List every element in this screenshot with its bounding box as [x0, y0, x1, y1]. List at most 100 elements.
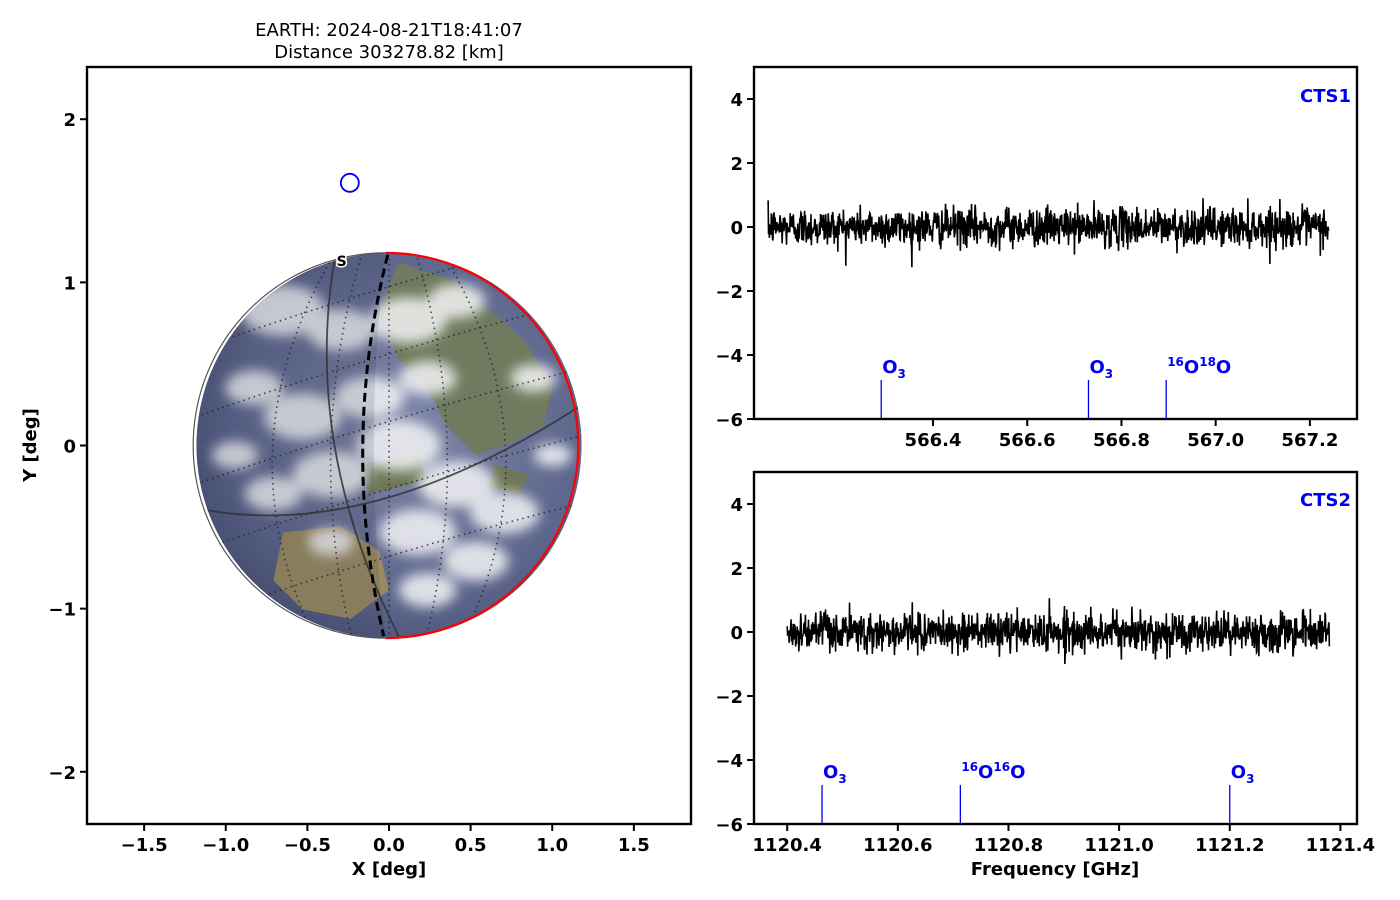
cloud — [335, 376, 405, 419]
x-tick-label: 1121.0 — [1084, 835, 1153, 856]
x-tick-label: 566.4 — [905, 430, 962, 451]
lit-limb — [385, 251, 580, 640]
night-shade — [196, 252, 386, 639]
cloud — [306, 309, 376, 351]
x-tick-label: 0.5 — [455, 835, 487, 856]
cloud — [356, 420, 442, 471]
y-tick-label: 2 — [730, 559, 743, 580]
cloud — [244, 476, 303, 511]
line-marker-label: 16O16O — [961, 760, 1025, 783]
y-tick-label: 0 — [730, 623, 743, 644]
cloud — [510, 364, 557, 392]
spectrum-trace — [767, 198, 1330, 268]
cloud — [308, 527, 355, 556]
x-tick-label: 0.0 — [373, 835, 405, 856]
y-tick-label: 0 — [730, 218, 743, 239]
y-axis-ticks: −2 −1 0 1 2 — [48, 110, 87, 784]
cts1-x-axis-ticks: 566.4 566.6 566.8 567.0 567.2 — [905, 419, 1338, 451]
species-subscript: 3 — [1246, 772, 1254, 786]
x-tick-label: 566.6 — [999, 430, 1056, 451]
x-tick-label: 566.8 — [1093, 430, 1150, 451]
cloud — [263, 393, 341, 440]
species-subscript: 3 — [1105, 367, 1113, 381]
x-tick-label: 1.5 — [618, 835, 650, 856]
y-tick-label: −2 — [715, 282, 743, 303]
cts1-series-line — [767, 198, 1330, 268]
y-tick-label: −2 — [48, 763, 76, 784]
cloud — [292, 451, 370, 498]
x-tick-label: 1.0 — [536, 835, 568, 856]
line-marker-label: 16O18O — [1167, 355, 1231, 378]
x-axis-ticks: −1.5 −1.0 −0.5 0.0 0.5 1.0 1.5 — [121, 824, 650, 856]
x-tick-label: 1121.4 — [1306, 835, 1375, 856]
cloud — [427, 283, 486, 319]
x-tick-label: 567.0 — [1187, 430, 1244, 451]
spectrum-trace — [786, 598, 1331, 665]
species-subscript: 3 — [838, 772, 846, 786]
line-marker-label: O3 — [1089, 357, 1113, 381]
species-main: O — [882, 357, 897, 378]
isotope-superscript: 16 — [993, 760, 1010, 774]
line-marker-label: O3 — [882, 357, 906, 381]
y-tick-label: −4 — [715, 751, 743, 772]
target-marker — [339, 172, 360, 193]
isotope-element: O — [1184, 357, 1199, 378]
earth-disk: S — [192, 251, 582, 640]
cts1-panel-label: CTS1 — [1300, 86, 1351, 107]
species-main: O — [1231, 762, 1246, 783]
chart-subtitle: Distance 303278.82 [km] — [274, 42, 504, 63]
isotope-element: O — [1216, 357, 1231, 378]
islands-east-land — [489, 464, 528, 494]
x-tick-label: 1120.4 — [752, 835, 821, 856]
dark-limb — [192, 252, 386, 639]
earth-surface — [196, 252, 582, 639]
pole-marker-label: S — [337, 254, 347, 270]
cloud — [442, 541, 509, 581]
y-tick-label: −2 — [715, 687, 743, 708]
cloud — [225, 370, 284, 406]
y-tick-label: 4 — [730, 90, 743, 111]
cts2-series-line — [786, 598, 1331, 665]
y-tick-label: −6 — [715, 410, 743, 431]
cts2-x-axis-ticks: 1120.4 1120.6 1120.8 1121.0 1121.2 1121.4 — [752, 824, 1375, 856]
line-marker-label: O3 — [823, 762, 847, 786]
cts2-panel-label: CTS2 — [1300, 490, 1351, 511]
y-tick-label: 1 — [63, 273, 76, 294]
y-axis-label: Y [deg] — [20, 408, 41, 483]
isotope-superscript: 18 — [1199, 355, 1216, 369]
equator-line — [201, 406, 580, 517]
cloud — [379, 509, 457, 556]
cts2-plot-frame — [752, 470, 1359, 826]
isotope-element: O — [978, 762, 993, 783]
isotope-superscript: 16 — [961, 760, 978, 774]
x-tick-label: −1.0 — [202, 835, 249, 856]
line-marker-label: O3 — [1231, 762, 1255, 786]
species-main: O — [823, 762, 838, 783]
graticule — [196, 252, 582, 639]
x-tick-label: −1.5 — [121, 835, 168, 856]
longitude-line — [442, 252, 507, 639]
australia-land — [273, 526, 389, 619]
isotope-superscript: 16 — [1167, 355, 1184, 369]
cloud — [469, 492, 540, 534]
x-tick-label: 567.2 — [1281, 430, 1338, 451]
longitude-line — [271, 252, 336, 639]
y-tick-label: −4 — [715, 346, 743, 367]
y-tick-label: 4 — [730, 495, 743, 516]
cloud — [417, 460, 495, 508]
isotope-element: O — [1010, 762, 1025, 783]
y-tick-label: 2 — [730, 154, 743, 175]
species-main: O — [1089, 357, 1104, 378]
frequency-axis-label: Frequency [GHz] — [971, 859, 1139, 880]
clouds — [211, 283, 572, 608]
x-tick-label: −0.5 — [284, 835, 331, 856]
y-tick-label: −6 — [715, 815, 743, 836]
y-tick-label: 0 — [63, 437, 76, 458]
cts1-plot-frame — [752, 65, 1359, 421]
y-tick-label: −1 — [48, 600, 76, 621]
x-tick-label: 1120.8 — [974, 835, 1043, 856]
